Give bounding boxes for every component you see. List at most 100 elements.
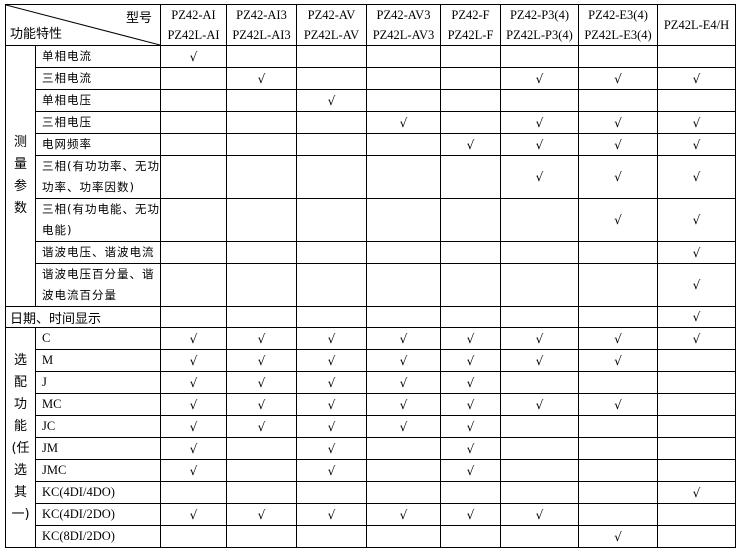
table-row: J √ √ √ √ √ [6, 371, 736, 394]
check-cell: √ [500, 133, 579, 156]
check-mark: √ [189, 375, 198, 390]
check-mark: √ [614, 353, 622, 368]
model-name: PZ42L-E3(4) [584, 28, 652, 42]
row-label-text: 三相(有功功率、无功功率、功率因数) [42, 159, 160, 194]
check-cell [296, 155, 367, 199]
check-mark: √ [692, 137, 701, 152]
check-cell [226, 525, 297, 548]
check-cell [440, 111, 501, 134]
row-label: C [35, 327, 161, 350]
check-mark: √ [614, 71, 622, 86]
check-cell: √ [578, 198, 658, 242]
model-name: PZ42-AI3 [236, 8, 287, 22]
check-cell [226, 155, 297, 199]
table-row: 三相(有功功率、无功功率、功率因数) √ √ √ [6, 155, 736, 199]
check-cell [657, 89, 736, 112]
check-cell [440, 67, 501, 90]
check-cell [657, 437, 736, 460]
check-cell: √ [440, 349, 501, 372]
check-cell: √ [440, 437, 501, 460]
model-name: PZ42-E3(4) [588, 8, 648, 22]
check-cell [296, 525, 367, 548]
check-mark: √ [327, 441, 336, 456]
row-label: JMC [35, 459, 161, 482]
check-mark: √ [257, 419, 266, 434]
check-cell: √ [226, 349, 297, 372]
check-cell [226, 111, 297, 134]
check-mark: √ [614, 213, 622, 227]
check-cell [366, 133, 441, 156]
check-cell [440, 263, 501, 307]
check-cell [578, 371, 658, 394]
check-mark: √ [189, 353, 198, 368]
check-cell: √ [160, 415, 227, 438]
check-mark: √ [614, 529, 622, 544]
table-row: 选配功能 (任选其一) C √ √ √ √ √ √ √ √ [5, 327, 736, 548]
check-cell [578, 503, 658, 526]
row-label: 三相电压 [35, 111, 161, 134]
check-cell [160, 133, 227, 156]
check-cell [160, 481, 227, 504]
check-cell [366, 437, 441, 460]
check-cell [578, 241, 658, 264]
check-cell [226, 306, 297, 328]
check-cell [160, 263, 227, 307]
row-label-text: 三相(有功电能、无功电能) [42, 202, 160, 237]
table-row: 三相(有功电能、无功电能) √ √ [6, 198, 736, 242]
check-cell [366, 198, 441, 242]
table-row: 谐波电压、谐波电流 √ [6, 241, 736, 264]
check-cell [500, 459, 579, 482]
check-cell: √ [160, 459, 227, 482]
model-header-cell: PZ42-AI3 PZ42L-AI3 [226, 4, 297, 46]
check-mark: √ [614, 115, 622, 130]
check-cell: √ [366, 503, 441, 526]
model-header-cell: PZ42L-E4/H [657, 4, 736, 46]
check-cell: √ [296, 503, 367, 526]
check-cell [440, 45, 501, 68]
check-cell [160, 111, 227, 134]
check-cell [366, 481, 441, 504]
check-cell [226, 198, 297, 242]
check-mark: √ [614, 397, 622, 412]
check-cell [366, 45, 441, 68]
feature-label: 功能特性 [10, 27, 63, 42]
check-mark: √ [466, 331, 475, 346]
check-cell: √ [296, 393, 367, 416]
check-cell [500, 45, 579, 68]
check-cell [657, 525, 736, 548]
check-cell [160, 525, 227, 548]
group-label-char: 数 [13, 201, 27, 216]
check-mark: √ [692, 310, 701, 324]
check-cell [296, 306, 367, 328]
check-cell: √ [226, 415, 297, 438]
table-row: KC(8DI/2DO) √ [6, 525, 736, 548]
row-label-text: JM [42, 441, 58, 455]
model-header-cell: PZ42-AV PZ42L-AV [296, 4, 367, 46]
check-cell: √ [160, 45, 227, 68]
check-mark: √ [692, 245, 701, 260]
check-cell [366, 459, 441, 482]
check-cell: √ [160, 349, 227, 372]
row-label: KC(8DI/2DO) [35, 525, 161, 548]
check-cell [578, 45, 658, 68]
model-name: PZ42L-AI3 [232, 28, 291, 42]
model-name: PZ42L-AV [303, 28, 360, 42]
group-label-char: 一) [11, 506, 30, 522]
check-mark: √ [257, 507, 266, 522]
check-mark: √ [692, 331, 701, 346]
check-cell [226, 481, 297, 504]
row-label-text: 三相电压 [42, 115, 92, 129]
check-cell: √ [578, 525, 658, 548]
check-cell [657, 349, 736, 372]
check-mark: √ [692, 170, 701, 184]
check-mark: √ [614, 331, 622, 346]
check-cell [657, 393, 736, 416]
diagonal-line [6, 5, 160, 45]
check-mark: √ [327, 419, 336, 434]
group-label-char: 配 [13, 374, 27, 390]
check-mark: √ [692, 485, 701, 500]
check-cell: √ [578, 349, 658, 372]
group-label-char: 其 [13, 484, 27, 500]
table-row: 电网频率 √ √ √ √ [6, 133, 736, 156]
check-cell: √ [440, 459, 501, 482]
